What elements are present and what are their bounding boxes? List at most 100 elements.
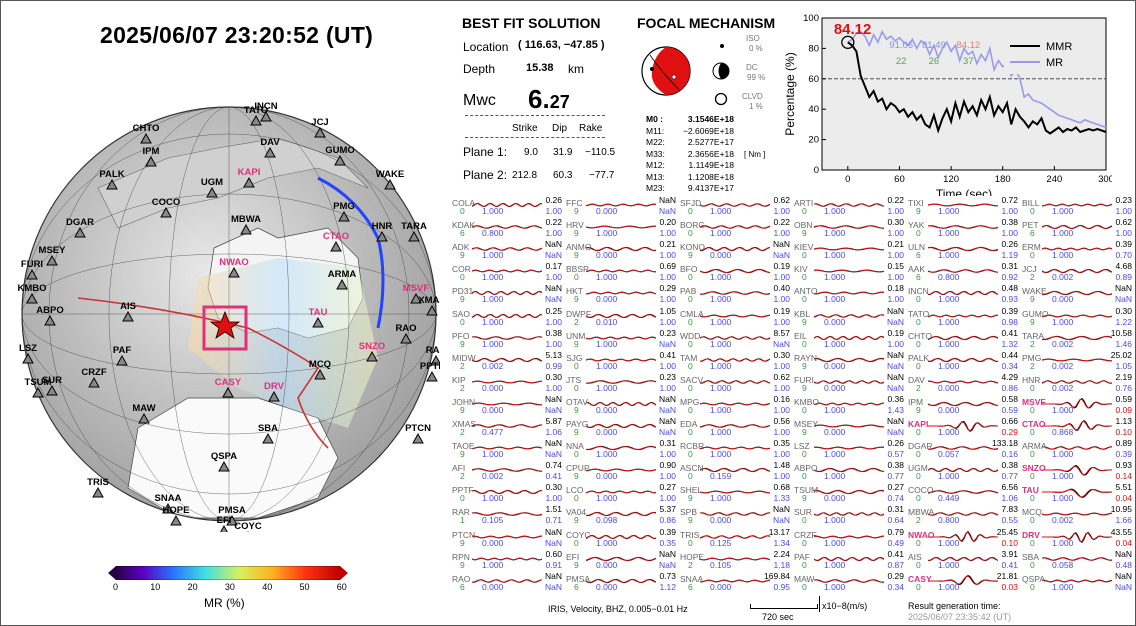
- dc-icon: [712, 62, 730, 80]
- variance-reduction: 0.03: [1001, 582, 1018, 592]
- station-value: 0.41: [887, 549, 904, 559]
- station-label: CRZF: [81, 367, 107, 378]
- tensor-key: M33:: [646, 149, 680, 159]
- variance-reduction: 0.89: [1115, 272, 1132, 282]
- station-value: 0.23: [659, 328, 676, 338]
- weight-value: 1.000: [482, 560, 503, 570]
- weight-value: 0.000: [824, 361, 845, 371]
- weight-flag: 2: [916, 383, 921, 393]
- station-value: NaN: [545, 394, 562, 404]
- variance-reduction: 0.74: [887, 493, 904, 503]
- weight-value: 0.000: [824, 383, 845, 393]
- weight-flag: 0: [802, 560, 807, 570]
- variance-reduction: 0.41: [545, 471, 562, 481]
- station-label: PPTF: [420, 361, 440, 372]
- legend: MMRMR: [1004, 36, 1100, 74]
- station-value: 0.30: [773, 350, 790, 360]
- tensor-value: 9.4137E+17: [680, 183, 734, 193]
- station-value: NaN: [545, 527, 562, 537]
- weight-flag: 9: [574, 206, 579, 216]
- station-value: 2.24: [773, 549, 790, 559]
- weight-value: 1.000: [938, 361, 959, 371]
- weight-flag: 9: [802, 493, 807, 503]
- variance-reduction: 1.00: [887, 339, 904, 349]
- station-name: NWAO: [908, 530, 934, 540]
- weight-flag: 9: [574, 228, 579, 238]
- weight-value: 0.000: [710, 250, 731, 260]
- station-value: 0.23: [659, 372, 676, 382]
- variance-reduction: 1.33: [773, 493, 790, 503]
- amp-scale-bar: [819, 596, 820, 612]
- weight-value: 1.000: [1052, 471, 1073, 481]
- weight-value: 0.002: [1052, 383, 1073, 393]
- weight-value: 1.000: [938, 250, 959, 260]
- y-tick-label: 40: [808, 104, 819, 115]
- weight-value: 0.000: [596, 405, 617, 415]
- weight-value: 0.105: [482, 515, 503, 525]
- y-axis-label: Percentage (%): [783, 52, 797, 135]
- tensor-row: M22: 2.5277E+17: [646, 137, 734, 147]
- weight-value: 0.000: [710, 515, 731, 525]
- weight-flag: 0: [802, 294, 807, 304]
- annotation-green: 37: [963, 56, 974, 67]
- weight-value: 1.000: [824, 471, 845, 481]
- weight-flag: 2: [460, 361, 465, 371]
- weight-flag: 0: [916, 427, 921, 437]
- station-value: 0.22: [773, 217, 790, 227]
- weight-value: 1.000: [482, 339, 503, 349]
- station-label: LSZ: [19, 343, 37, 354]
- weight-flag: 0: [916, 538, 921, 548]
- weight-value: 1.000: [1052, 405, 1073, 415]
- weight-flag: 2: [1030, 361, 1035, 371]
- weight-flag: 0: [688, 361, 693, 371]
- station-label: AIS: [120, 301, 136, 312]
- plane2-label: Plane 2:: [463, 168, 507, 182]
- weight-value: 1.000: [938, 206, 959, 216]
- tensor-row: M23: 9.4137E+17: [646, 183, 734, 193]
- weight-value: 1.000: [482, 250, 503, 260]
- station-value: 0.72: [1001, 195, 1018, 205]
- variance-reduction: 1.12: [659, 582, 676, 592]
- weight-value: 1.000: [938, 317, 959, 327]
- weight-flag: 9: [802, 427, 807, 437]
- variance-reduction: 1.00: [659, 471, 676, 481]
- variance-reduction: 1.00: [887, 250, 904, 260]
- weight-flag: 9: [802, 361, 807, 371]
- weight-value: 1.000: [710, 493, 731, 503]
- station-value: 0.60: [545, 549, 562, 559]
- variance-reduction: 0.55: [1001, 515, 1018, 525]
- weight-flag: 0: [916, 471, 921, 481]
- annotation-blue: 84.12: [956, 40, 980, 51]
- variance-reduction: 1.00: [659, 493, 676, 503]
- weight-flag: 9: [574, 250, 579, 260]
- annotation-blue: 81.49: [922, 40, 946, 51]
- tensor-key: M13:: [646, 172, 680, 182]
- weight-value: 1.000: [824, 228, 845, 238]
- variance-reduction: 0.59: [1001, 405, 1018, 415]
- weight-flag: 0: [574, 361, 579, 371]
- station-value: 0.26: [1001, 239, 1018, 249]
- weight-flag: 0: [1030, 206, 1035, 216]
- weight-value: 1.000: [596, 449, 617, 459]
- weight-value: 1.000: [710, 427, 731, 437]
- weight-value: 0.800: [938, 272, 959, 282]
- weight-value: 1.000: [824, 294, 845, 304]
- weight-value: 1.000: [938, 427, 959, 437]
- tensor-value: −2.6069E+18: [680, 126, 734, 136]
- station-value: NaN: [887, 372, 904, 382]
- station-value: 25.02: [1111, 350, 1132, 360]
- weight-flag: 6: [460, 582, 465, 592]
- weight-flag: 9: [688, 250, 693, 260]
- weight-flag: 0: [688, 317, 693, 327]
- station-label: MSEY: [39, 245, 67, 256]
- station-label: CHTO: [133, 123, 160, 134]
- variance-reduction: NaN: [659, 427, 676, 437]
- annotation-green: 22: [896, 56, 907, 67]
- iso-label: ISO: [746, 34, 760, 43]
- variance-reduction: 1.00: [545, 228, 562, 238]
- weight-value: 0.000: [482, 538, 503, 548]
- weight-value: 0.000: [710, 582, 731, 592]
- station-value: 0.29: [659, 283, 676, 293]
- weight-flag: 0: [688, 339, 693, 349]
- station-value: NaN: [545, 571, 562, 581]
